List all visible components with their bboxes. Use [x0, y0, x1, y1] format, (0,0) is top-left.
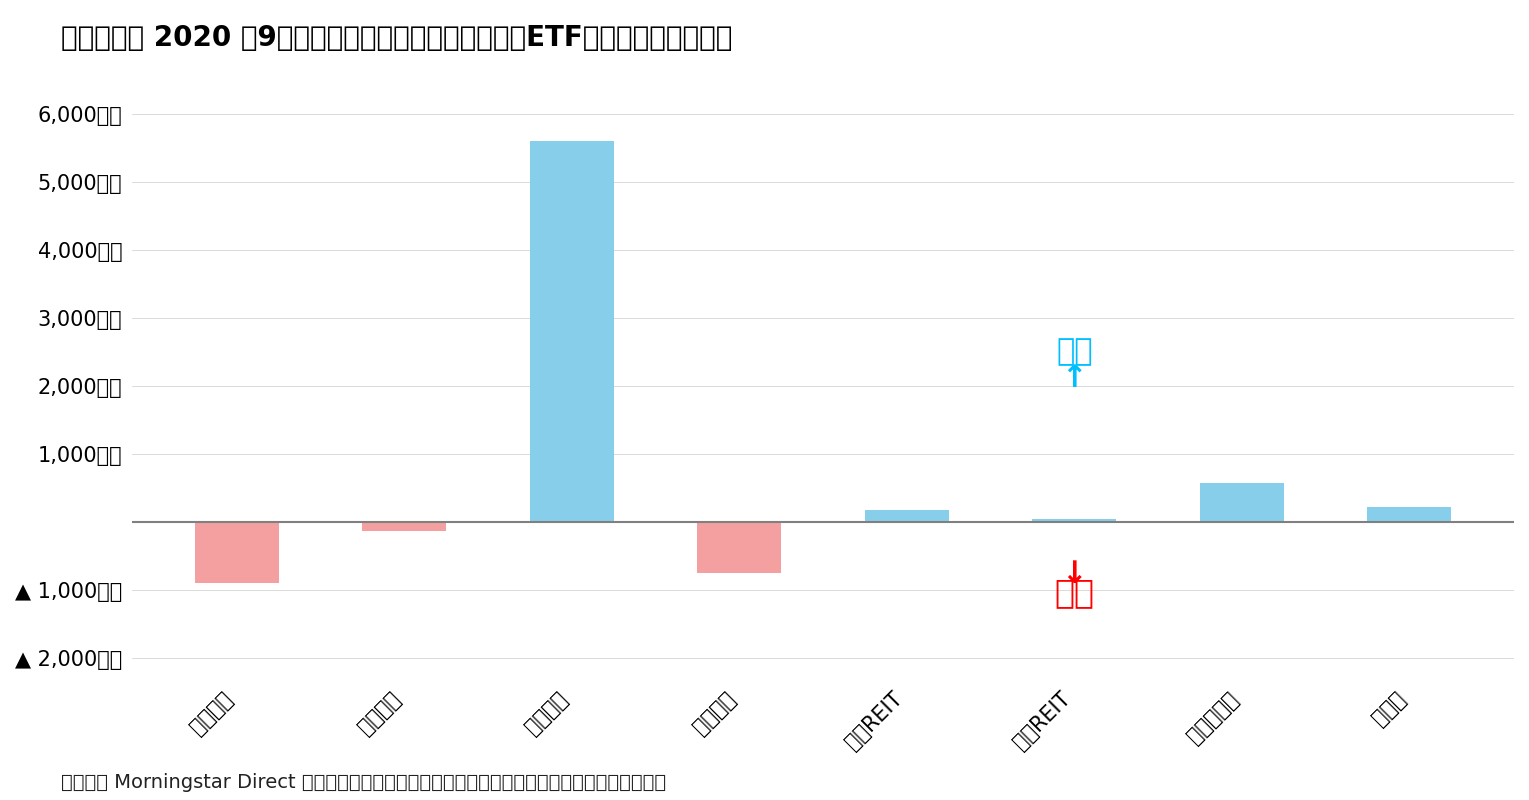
- Bar: [697, 522, 781, 574]
- Text: ↑: ↑: [1061, 364, 1087, 393]
- Bar: [1200, 483, 1284, 522]
- Bar: [1032, 519, 1116, 522]
- Bar: [531, 142, 613, 522]
- Bar: [865, 510, 948, 522]
- Bar: [194, 522, 278, 583]
- Text: （資料） Morningstar Direct より作成。各資産クラスはイボットソン分類を用いてファンドを分類: （資料） Morningstar Direct より作成。各資産クラスはイボット…: [61, 773, 667, 792]
- Text: 【図表１】 2020 年9月の日本籍追加型株式投信（除くETF）の推計資金流出入: 【図表１】 2020 年9月の日本籍追加型株式投信（除くETF）の推計資金流出入: [61, 24, 732, 52]
- Text: 流入: 流入: [1057, 337, 1093, 366]
- Bar: [1367, 506, 1451, 522]
- Text: 流出: 流出: [1055, 577, 1095, 610]
- Bar: [362, 522, 446, 531]
- Text: ↓: ↓: [1061, 560, 1087, 589]
